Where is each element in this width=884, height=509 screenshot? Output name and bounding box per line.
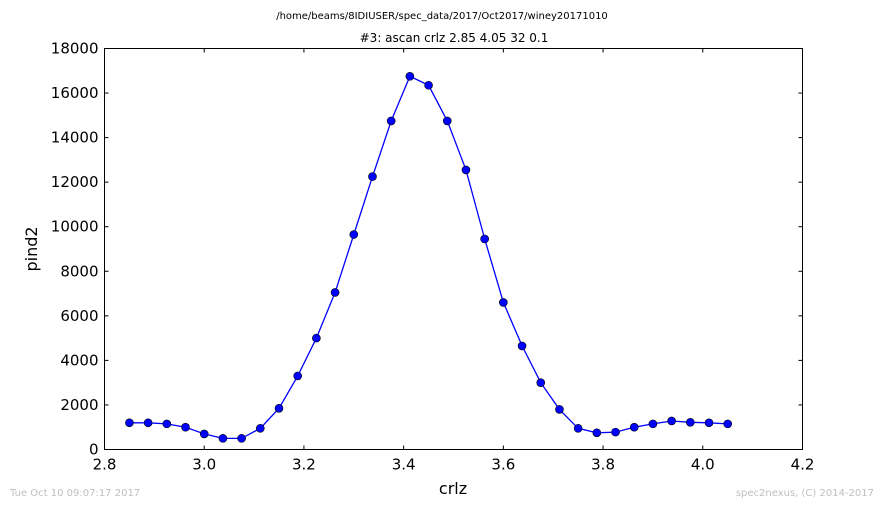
data-point — [312, 333, 321, 343]
data-point — [723, 419, 733, 429]
data-point — [199, 429, 209, 439]
data-point — [162, 419, 172, 429]
y-tick-label: 6000 — [60, 307, 98, 325]
data-point — [237, 434, 246, 443]
y-tick-label: 16000 — [51, 84, 99, 102]
data-point — [256, 424, 265, 433]
data-point — [424, 80, 433, 90]
x-tick-label: 3.0 — [192, 456, 216, 474]
data-point — [125, 418, 134, 428]
data-point — [330, 288, 340, 297]
data-point — [461, 165, 471, 175]
x-tick-label: 4.0 — [691, 456, 715, 474]
data-point — [667, 416, 676, 426]
y-tick-label: 0 — [89, 441, 99, 459]
data-point — [181, 422, 190, 432]
data-point — [517, 341, 527, 351]
axis-tick-labels: 2.8 3.0 3.2 3.4 3.6 3.8 4.0 4.2 0 2000 4000 6000 800… — [51, 40, 815, 474]
data-point — [555, 405, 564, 414]
file-path-header: /home/beams/8IDIUSER/spec_data/2017/Oct2… — [276, 11, 608, 22]
data-point — [218, 434, 228, 443]
x-tick-label: 3.2 — [292, 456, 316, 474]
data-point — [480, 234, 489, 244]
x-tick-label: 2.8 — [93, 456, 117, 474]
data-point — [499, 298, 508, 307]
data-point — [368, 172, 377, 181]
y-tick-label: 8000 — [60, 262, 98, 280]
x-tick-label: 3.6 — [491, 456, 515, 474]
data-point — [143, 418, 153, 428]
y-tick-label: 14000 — [51, 129, 99, 147]
credit-footer: spec2nexus, (C) 2014-2017 — [735, 488, 874, 499]
data-point — [704, 418, 714, 428]
y-axis-label: pind2 — [22, 226, 41, 271]
data-point — [611, 427, 620, 437]
x-tick-label: 3.4 — [392, 456, 416, 474]
x-tick-label: 4.2 — [791, 456, 815, 474]
chart-title: #3: ascan crlz 2.85 4.05 32 0.1 — [360, 31, 549, 45]
y-tick-label: 2000 — [60, 396, 98, 414]
data-point — [686, 418, 695, 427]
data-point — [592, 428, 602, 438]
plot-area — [104, 48, 803, 450]
y-tick-label: 18000 — [51, 40, 99, 58]
timestamp-footer: Tue Oct 10 09:07:17 2017 — [10, 488, 141, 499]
data-series — [125, 72, 733, 443]
data-point — [349, 230, 359, 239]
data-point — [536, 378, 546, 387]
x-tick-label: 3.8 — [591, 456, 615, 474]
data-point — [293, 371, 302, 381]
data-point — [629, 422, 639, 432]
data-point — [405, 72, 415, 81]
data-point — [573, 424, 583, 433]
data-point — [442, 116, 452, 126]
data-point — [386, 116, 396, 126]
axis-ticks — [104, 48, 803, 450]
x-axis-label: crlz — [439, 479, 467, 498]
y-tick-label: 10000 — [51, 218, 99, 236]
y-tick-label: 4000 — [60, 351, 98, 369]
y-tick-label: 12000 — [51, 173, 99, 191]
data-point — [648, 419, 658, 429]
data-point — [274, 403, 284, 413]
